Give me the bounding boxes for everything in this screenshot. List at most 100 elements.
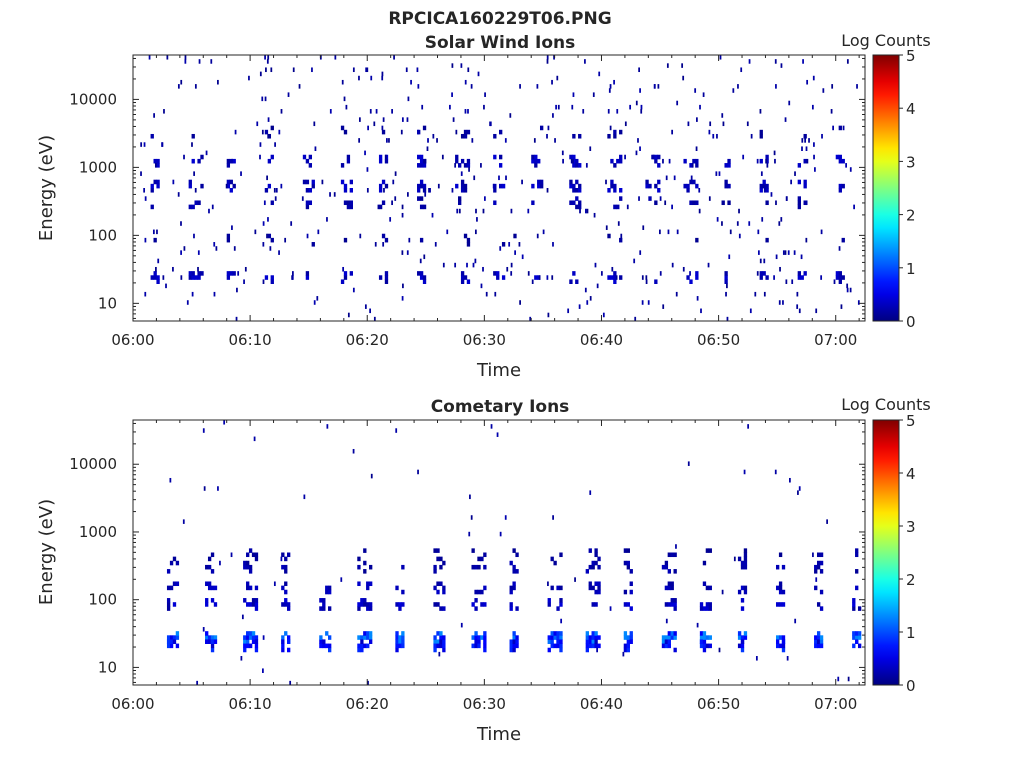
cometary-heatmap-cell [284, 564, 288, 570]
solar-wind-heatmap-cell [806, 79, 809, 85]
solar-wind-x-tick-label: 06:00 [111, 331, 154, 349]
solar-wind-heatmap-cell [800, 254, 803, 260]
solar-wind-heatmap-cell [757, 250, 760, 255]
cometary-heatmap-cell [246, 602, 250, 607]
solar-wind-heatmap-cell [775, 254, 778, 260]
cometary-heatmap-cell [743, 585, 748, 591]
solar-wind-heatmap-cell [463, 129, 468, 135]
solar-wind-heatmap-cell [849, 167, 852, 172]
solar-wind-heatmap-cell [143, 188, 146, 193]
solar-wind-heatmap-cell [554, 138, 556, 143]
solar-wind-heatmap-cell [381, 233, 386, 239]
solar-wind-heatmap-cell [463, 133, 468, 139]
solar-wind-heatmap-cell [458, 200, 462, 206]
solar-wind-heatmap-cell [248, 75, 250, 81]
solar-wind-heatmap-cell [761, 217, 764, 222]
cometary-heatmap-cell [210, 552, 215, 558]
solar-wind-heatmap-cell [400, 129, 403, 135]
solar-wind-heatmap-cell [419, 163, 424, 168]
solar-wind-heatmap-cell [266, 59, 269, 64]
solar-wind-heatmap-cell [803, 200, 807, 206]
cometary-heatmap-cell [175, 635, 180, 640]
solar-wind-heatmap-cell [162, 275, 165, 280]
cometary-heatmap-cell [553, 635, 557, 640]
cometary-heatmap-cell [778, 589, 783, 595]
solar-wind-heatmap-cell [210, 59, 213, 64]
solar-wind-heatmap-cell [815, 308, 818, 314]
solar-wind-heatmap-cell [429, 188, 431, 193]
solar-wind-heatmap-cell [208, 208, 210, 214]
cometary-heatmap-cell [284, 581, 288, 587]
solar-wind-heatmap-cell [463, 275, 468, 280]
solar-wind-x-tick-label: 06:40 [580, 331, 623, 349]
solar-wind-heatmap-cell [572, 183, 576, 189]
solar-wind-heatmap-cell [157, 258, 160, 264]
cometary-heatmap-cell [284, 598, 288, 603]
solar-wind-heatmap-cell [474, 258, 477, 264]
solar-wind-heatmap-cell [671, 262, 674, 268]
solar-wind-heatmap-cell [427, 138, 429, 143]
cometary-heatmap-cell [203, 486, 206, 491]
solar-wind-heatmap-cell [367, 125, 369, 131]
cometary-heatmap-cell [166, 598, 171, 603]
cometary-heatmap-cell [588, 635, 592, 640]
solar-wind-heatmap-cell [346, 154, 351, 160]
cometary-heatmap-cell [251, 639, 256, 644]
solar-wind-heatmap-cell [401, 296, 404, 301]
cometary-heatmap-cell [360, 643, 364, 649]
solar-wind-heatmap-cell [527, 271, 530, 276]
cometary-heatmap-cell [357, 643, 361, 649]
solar-wind-heatmap-cell [648, 183, 652, 189]
solar-wind-heatmap-cell [572, 163, 576, 168]
cometary-heatmap-cell [483, 552, 487, 558]
cometary-heatmap-cell [281, 635, 285, 640]
solar-wind-heatmap-cell [689, 200, 693, 206]
solar-wind-heatmap-cell [553, 55, 555, 60]
solar-wind-heatmap-cell [343, 275, 348, 280]
cometary-heatmap-cell [480, 635, 484, 640]
cometary-heatmap-cell [670, 552, 674, 558]
solar-wind-heatmap-cell [619, 154, 623, 160]
cometary-heatmap-cell [837, 676, 840, 682]
cometary-heatmap-cell [594, 635, 598, 640]
cometary-heatmap-cell [670, 581, 674, 587]
solar-wind-title: Solar Wind Ions [425, 33, 576, 53]
cometary-heatmap-cell [781, 639, 786, 644]
solar-wind-heatmap-cell [156, 179, 160, 185]
cometary-colorbar-tick-label: 2 [906, 571, 916, 589]
solar-wind-heatmap-cell [428, 188, 430, 193]
solar-wind-heatmap-cell [467, 67, 470, 73]
solar-wind-heatmap-cell [849, 287, 852, 293]
solar-wind-heatmap-cell [236, 287, 238, 293]
cometary-heatmap-cell [591, 564, 595, 570]
cometary-heatmap-cell [474, 564, 478, 570]
solar-wind-heatmap-cell [460, 275, 465, 280]
solar-wind-heatmap-cell [645, 275, 648, 280]
solar-wind-heatmap-cell [381, 200, 386, 206]
cometary-heatmap-cell [254, 556, 259, 562]
cometary-heatmap-cell [360, 602, 364, 607]
solar-wind-colorbar-gradient [872, 54, 900, 322]
solar-wind-heatmap-cell [458, 196, 462, 201]
cometary-heatmap-cell [369, 564, 373, 570]
solar-wind-heatmap-cell [191, 271, 195, 276]
solar-wind-heatmap-cell [267, 55, 270, 60]
solar-wind-heatmap-cell [305, 179, 310, 185]
cometary-heatmap-cell [629, 581, 633, 587]
solar-wind-heatmap-cell [759, 158, 763, 164]
cometary-heatmap-cell [737, 556, 742, 562]
cometary-heatmap-cell [262, 635, 265, 640]
cometary-heatmap-cell [319, 639, 323, 644]
cometary-heatmap-cell [855, 631, 859, 636]
solar-wind-heatmap-cell [496, 271, 500, 276]
cometary-heatmap-cell [747, 424, 750, 429]
solar-wind-heatmap-cell [419, 196, 424, 201]
solar-wind-x-tick-label: 06:20 [346, 331, 389, 349]
cometary-heatmap-cell [213, 602, 218, 607]
cometary-heatmap-cell [708, 585, 712, 591]
solar-wind-heatmap-cell [317, 229, 320, 235]
solar-wind-heatmap-cell [578, 200, 582, 206]
solar-wind-heatmap-cell [542, 229, 545, 235]
solar-wind-heatmap-cell [695, 183, 699, 189]
solar-wind-heatmap-cell [709, 121, 712, 127]
